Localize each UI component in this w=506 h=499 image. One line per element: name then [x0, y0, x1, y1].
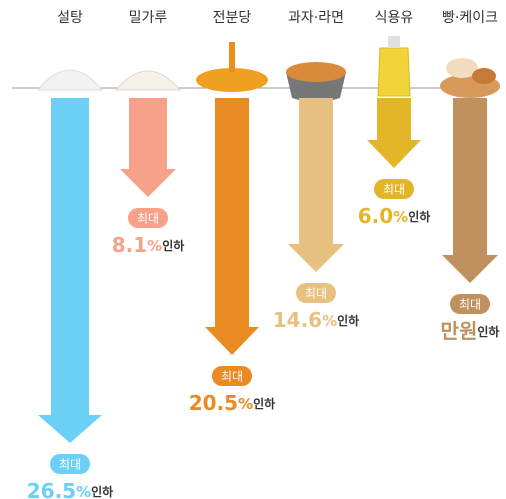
suffix: 인하: [337, 313, 359, 328]
item-name: 설탕: [57, 10, 83, 26]
item-name: 과자·라면: [288, 10, 344, 26]
unit: %: [393, 208, 408, 226]
arrow: [38, 98, 102, 443]
arrow: [288, 98, 344, 272]
reduction-label: 만원인하: [441, 319, 500, 343]
badge-text: 최대: [59, 458, 81, 472]
suffix: 인하: [162, 238, 184, 253]
item-name: 밀가루: [129, 10, 168, 26]
reduction-label: 26.5%인하: [27, 479, 113, 499]
sugar-icon: [38, 70, 102, 90]
reduction-label: 14.6%인하: [273, 308, 359, 332]
infographic: 설탕최대26.5%인하밀가루최대8.1%인하전분당최대20.5%인하과자·라면최…: [0, 0, 506, 499]
amount: 8.1: [112, 233, 147, 257]
item-name: 빵·케이크: [442, 10, 498, 26]
unit: %: [147, 237, 162, 255]
badge-text: 최대: [137, 212, 159, 226]
suffix: 인하: [91, 484, 113, 499]
item-name: 식용유: [375, 10, 414, 26]
badge-text: 최대: [459, 298, 481, 312]
unit: %: [76, 483, 91, 499]
oil-cap: [388, 36, 400, 48]
arrow: [120, 98, 176, 197]
icons: [38, 36, 500, 102]
arrow: [205, 98, 259, 355]
unit: %: [322, 312, 337, 330]
amount: 14.6: [273, 308, 322, 332]
flour-icon: [116, 71, 180, 90]
arrow: [442, 98, 498, 283]
amount: 만원: [441, 319, 478, 343]
reduction-label: 8.1%인하: [112, 233, 185, 257]
suffix: 인하: [408, 209, 430, 224]
unit: %: [238, 395, 253, 413]
reduction-label: 6.0%인하: [358, 204, 431, 228]
badge-text: 최대: [305, 287, 327, 301]
arrow: [367, 98, 421, 168]
item-name: 전분당: [213, 10, 252, 26]
oil-icon: [378, 48, 410, 96]
noodles: [286, 62, 346, 82]
amount: 26.5: [27, 479, 76, 499]
syrup-drip: [229, 42, 235, 72]
reduction-label: 20.5%인하: [189, 391, 275, 415]
badge-text: 최대: [221, 370, 243, 384]
pastry: [472, 68, 496, 84]
amount: 6.0: [358, 204, 393, 228]
amount: 20.5: [189, 391, 238, 415]
suffix: 인하: [477, 324, 499, 339]
suffix: 인하: [253, 396, 275, 411]
badge-text: 최대: [383, 183, 405, 197]
